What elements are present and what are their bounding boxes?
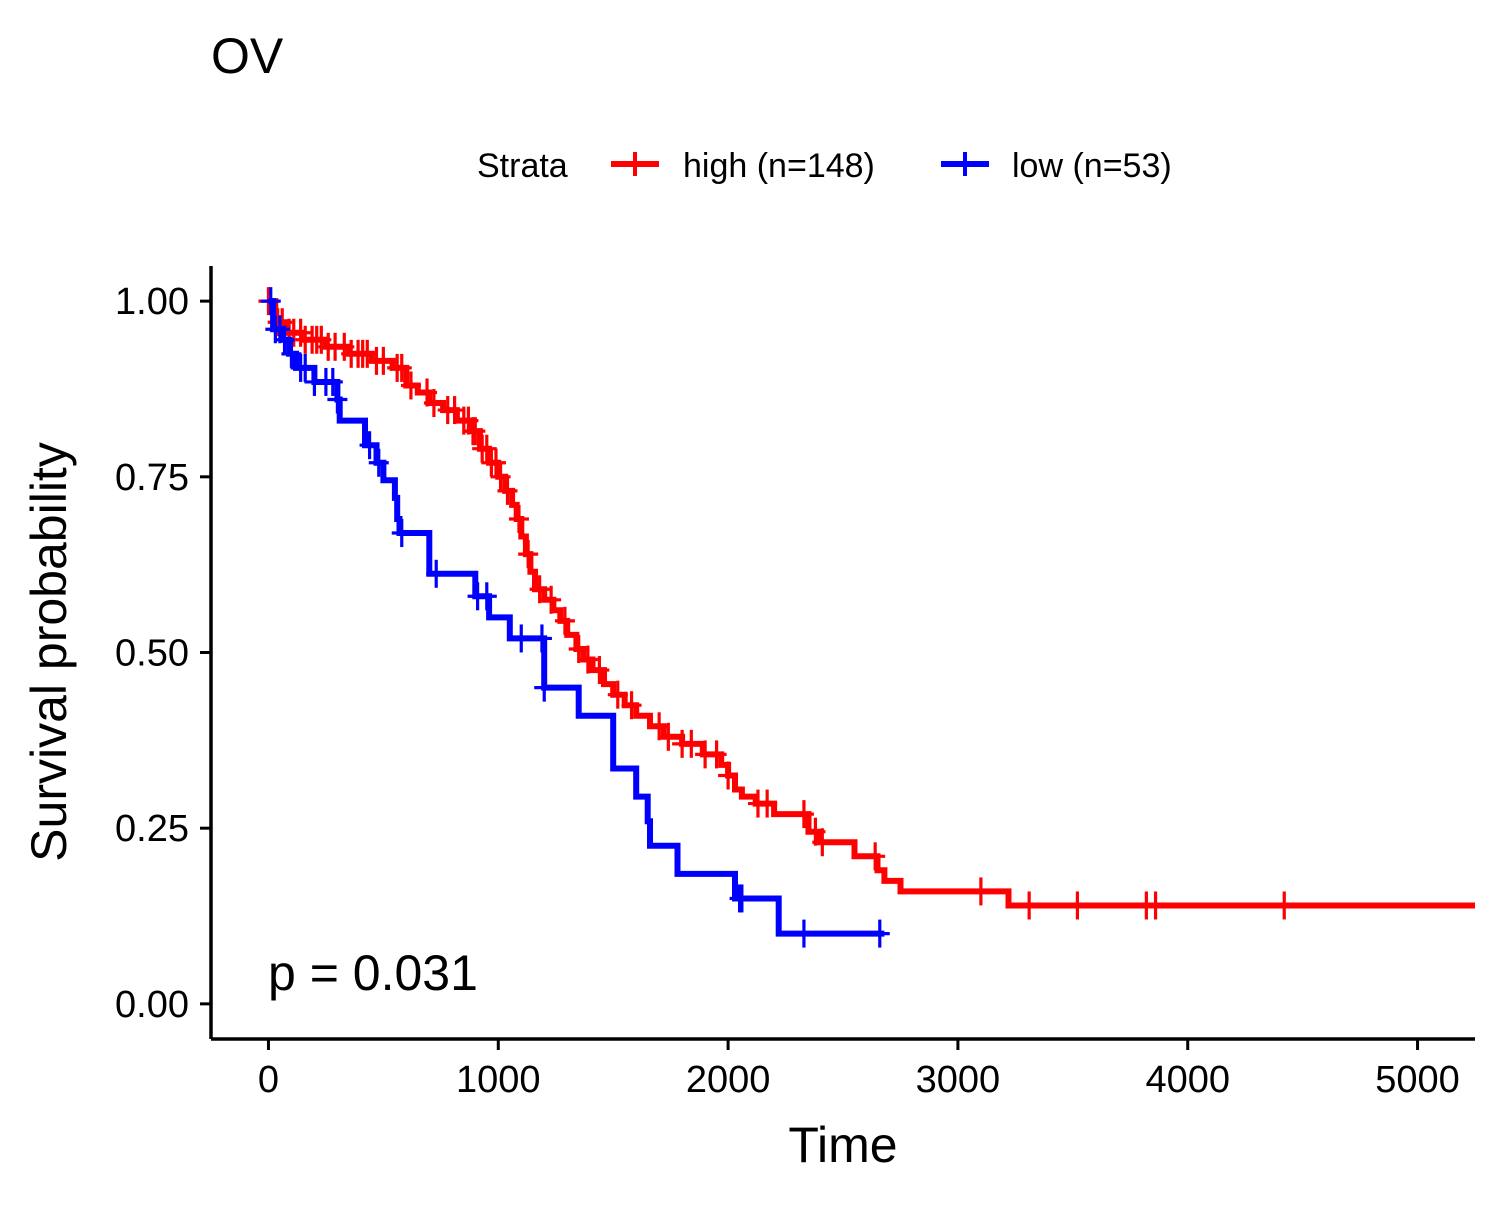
censor-mark-high xyxy=(681,729,702,758)
censor-mark-low xyxy=(531,624,552,653)
x-tick-label: 2000 xyxy=(686,1059,771,1101)
censor-mark-high xyxy=(373,346,394,375)
legend-title: Strata xyxy=(477,147,568,185)
censor-mark-low xyxy=(731,884,752,913)
censor-mark-high xyxy=(423,389,444,418)
censor-mark-low xyxy=(359,431,380,460)
y-tick-label: 0.25 xyxy=(115,808,189,850)
censor-mark-high xyxy=(658,722,679,751)
x-tick-label: 0 xyxy=(258,1059,279,1101)
censor-mark-high xyxy=(508,504,529,533)
censor-mark-high xyxy=(476,434,497,463)
censor-mark-high xyxy=(757,789,778,818)
legend-key-low xyxy=(941,152,989,176)
censor-mark-high xyxy=(391,353,412,382)
y-tick-label: 0.75 xyxy=(115,457,189,499)
censor-mark-high xyxy=(465,417,486,446)
censor-mark-low xyxy=(260,287,281,316)
plot-area xyxy=(258,287,1475,948)
censor-mark-high xyxy=(865,842,886,871)
x-axis-title: Time xyxy=(788,1117,897,1173)
censor-mark-low xyxy=(793,919,814,948)
censor-mark-high xyxy=(577,645,598,674)
censor-mark-high xyxy=(621,691,642,720)
censor-mark-high xyxy=(290,318,311,347)
censor-mark-high xyxy=(497,476,518,505)
censor-mark-low xyxy=(368,448,389,477)
censor-mark-high xyxy=(718,761,739,790)
y-tick-label: 0.00 xyxy=(115,984,189,1026)
survival-curve-high xyxy=(268,298,1475,909)
censor-mark-low xyxy=(869,919,890,948)
y-tick-label: 0.50 xyxy=(115,633,189,675)
axes: 0 1000 2000 3000 4000 5000 0.00 0.25 0.50 0.75 1.0… xyxy=(115,266,1475,1101)
censor-mark-high xyxy=(1145,891,1166,920)
censor-mark-high xyxy=(607,680,628,709)
censor-mark-low xyxy=(274,325,295,354)
censor-mark-low xyxy=(511,624,532,653)
censor-mark-high xyxy=(1274,891,1295,920)
censor-mark-high xyxy=(1019,891,1040,920)
legend-label-high: high (n=148) xyxy=(683,147,875,185)
censor-mark-low xyxy=(534,673,555,702)
censor-mark-high xyxy=(490,462,511,491)
censor-mark-low xyxy=(327,385,348,414)
legend-key-high xyxy=(611,152,659,176)
censor-mark-high xyxy=(554,606,575,635)
legend-label-low: low (n=53) xyxy=(1012,147,1172,185)
legend: Strata high (n=148) low (n=53) xyxy=(477,147,1172,185)
censor-mark-low xyxy=(476,582,497,611)
censor-mark-high xyxy=(589,656,610,685)
p-value-annotation: p = 0.031 xyxy=(268,945,478,1001)
chart-title: OV xyxy=(211,28,284,84)
x-tick-label: 5000 xyxy=(1375,1059,1460,1101)
censor-mark-high xyxy=(812,828,833,857)
censor-mark-low xyxy=(426,559,447,588)
censor-mark-high xyxy=(529,575,550,604)
censor-mark-high xyxy=(485,448,506,477)
censor-mark-high xyxy=(970,877,991,906)
censor-mark-high xyxy=(706,740,727,769)
x-tick-label: 1000 xyxy=(456,1059,541,1101)
y-axis-title: Survival probability xyxy=(21,442,77,862)
censor-mark-low xyxy=(295,353,316,382)
censor-mark-low xyxy=(391,519,412,548)
censor-mark-high xyxy=(1067,891,1088,920)
survival-curve-low xyxy=(268,298,885,937)
x-tick-label: 3000 xyxy=(916,1059,1001,1101)
censor-mark-high xyxy=(357,339,378,368)
censor-mark-high xyxy=(541,585,562,614)
censor-mark-low xyxy=(281,339,302,368)
censor-mark-low xyxy=(322,367,343,396)
censor-mark-high xyxy=(400,371,421,400)
y-tick-label: 1.00 xyxy=(115,281,189,323)
censor-mark-high xyxy=(793,800,814,829)
x-tick-label: 4000 xyxy=(1145,1059,1230,1101)
censor-mark-high xyxy=(518,540,539,569)
